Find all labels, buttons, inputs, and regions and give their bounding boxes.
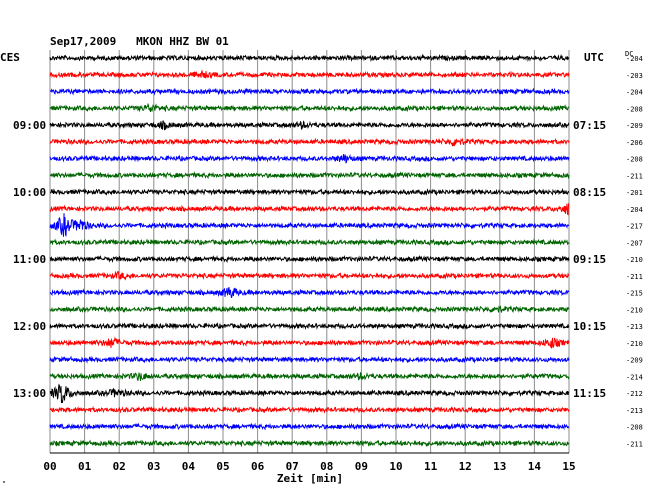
trace-row-10 [49,213,570,237]
trace-row-23 [49,439,570,448]
dc-offset-label: -211 [626,172,643,180]
x-tick-label: 11 [424,460,438,473]
dc-offset-label: -207 [626,239,643,247]
trace-row-16 [49,322,570,331]
dc-offset-label: -204 [626,55,643,63]
seismic-traces [49,53,570,448]
x-tick-label: 04 [182,460,196,473]
trace-row-13 [49,270,570,281]
utc-time-label: 08:15 [573,186,606,199]
trace-row-1 [49,69,570,80]
utc-time-label: 10:15 [573,320,606,333]
dc-offset-label: -204 [626,206,643,214]
right-timezone-label: UTC [584,51,604,64]
trace-row-7 [49,171,570,180]
x-tick-label: 14 [528,460,542,473]
dc-offset-label: -208 [626,105,643,113]
corner-mark: " [2,480,6,488]
trace-row-4 [49,120,570,131]
x-tick-label: 06 [251,460,265,473]
dc-offset-label: -208 [626,156,643,164]
trace-row-0 [49,53,570,63]
x-tick-label: 12 [459,460,472,473]
local-time-label: 09:00 [13,119,46,132]
dc-offset-label: -213 [626,407,643,415]
trace-row-9 [49,203,569,216]
trace-row-22 [49,422,570,431]
x-tick-label: 09 [355,460,368,473]
local-time-labels: 09:00 10:00 11:00 12:00 13:00 [13,119,46,400]
dc-offset-label: -203 [626,72,643,80]
trace-row-12 [49,254,570,264]
dc-offset-labels: -204 -203 -204 -208 -209 -206 -208 -211 -201 -204… [626,55,643,448]
dc-offset-label: -210 [626,306,643,314]
local-time-label: 10:00 [13,186,46,199]
utc-time-label: 09:15 [573,253,606,266]
x-tick-label: 02 [113,460,126,473]
trace-row-14 [49,286,570,299]
trace-row-2 [49,87,570,96]
dc-offset-label: -209 [626,122,643,130]
x-tick-label: 05 [216,460,229,473]
time-grid [49,50,570,454]
dc-offset-label: -211 [626,273,643,281]
dc-offset-label: -204 [626,89,643,97]
dc-offset-label: -212 [626,390,643,398]
trace-row-11 [49,238,570,247]
x-tick-label: 15 [562,460,575,473]
dc-offset-label: -201 [626,189,643,197]
dc-offset-label: -217 [626,223,643,231]
trace-row-18 [49,355,570,364]
trace-row-6 [49,153,570,164]
local-time-label: 12:00 [13,320,46,333]
dc-offset-label: -206 [626,139,643,147]
local-time-label: 13:00 [13,387,46,400]
x-tick-label: 10 [389,460,402,473]
dc-offset-label: -213 [626,323,643,331]
dc-offset-label: -210 [626,256,643,264]
dc-offset-label: -210 [626,340,643,348]
left-timezone-label: CES [0,51,20,64]
trace-row-20 [49,383,570,404]
chart-title: Sep17,2009 MKON HHZ BW 01 [50,35,229,48]
x-tick-label: 01 [78,460,92,473]
x-tick-label: 13 [493,460,506,473]
x-tick-label: 08 [320,460,333,473]
x-axis-label: Zeit [min] [277,472,343,485]
dc-offset-label: -211 [626,440,643,448]
x-tick-label: 03 [147,460,160,473]
x-tick-label: 07 [286,460,299,473]
dc-offset-label: -215 [626,290,643,298]
dc-offset-label: -208 [626,424,643,432]
trace-row-21 [49,405,570,414]
trace-row-5 [49,137,570,147]
utc-time-label: 07:15 [573,119,606,132]
trace-row-15 [49,305,570,314]
utc-time-label: 11:15 [573,387,606,400]
local-time-label: 11:00 [13,253,46,266]
trace-row-19 [49,371,570,382]
dc-offset-label: -214 [626,373,643,381]
x-axis-ticks: 00 01 02 03 04 05 06 07 08 09 10 11 12 13 14 15 [43,460,575,473]
trace-row-17 [49,336,570,349]
dc-offset-label: -209 [626,357,643,365]
trace-row-3 [49,102,570,113]
x-tick-label: 00 [43,460,56,473]
utc-time-labels: 07:15 08:15 09:15 10:15 11:15 [573,119,606,400]
dc-column-label: DC [625,50,633,58]
trace-row-8 [49,187,570,197]
